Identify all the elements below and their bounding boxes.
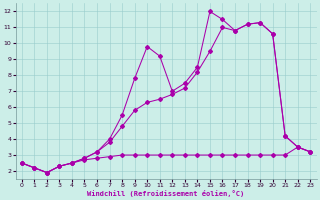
X-axis label: Windchill (Refroidissement éolien,°C): Windchill (Refroidissement éolien,°C) bbox=[87, 190, 245, 197]
